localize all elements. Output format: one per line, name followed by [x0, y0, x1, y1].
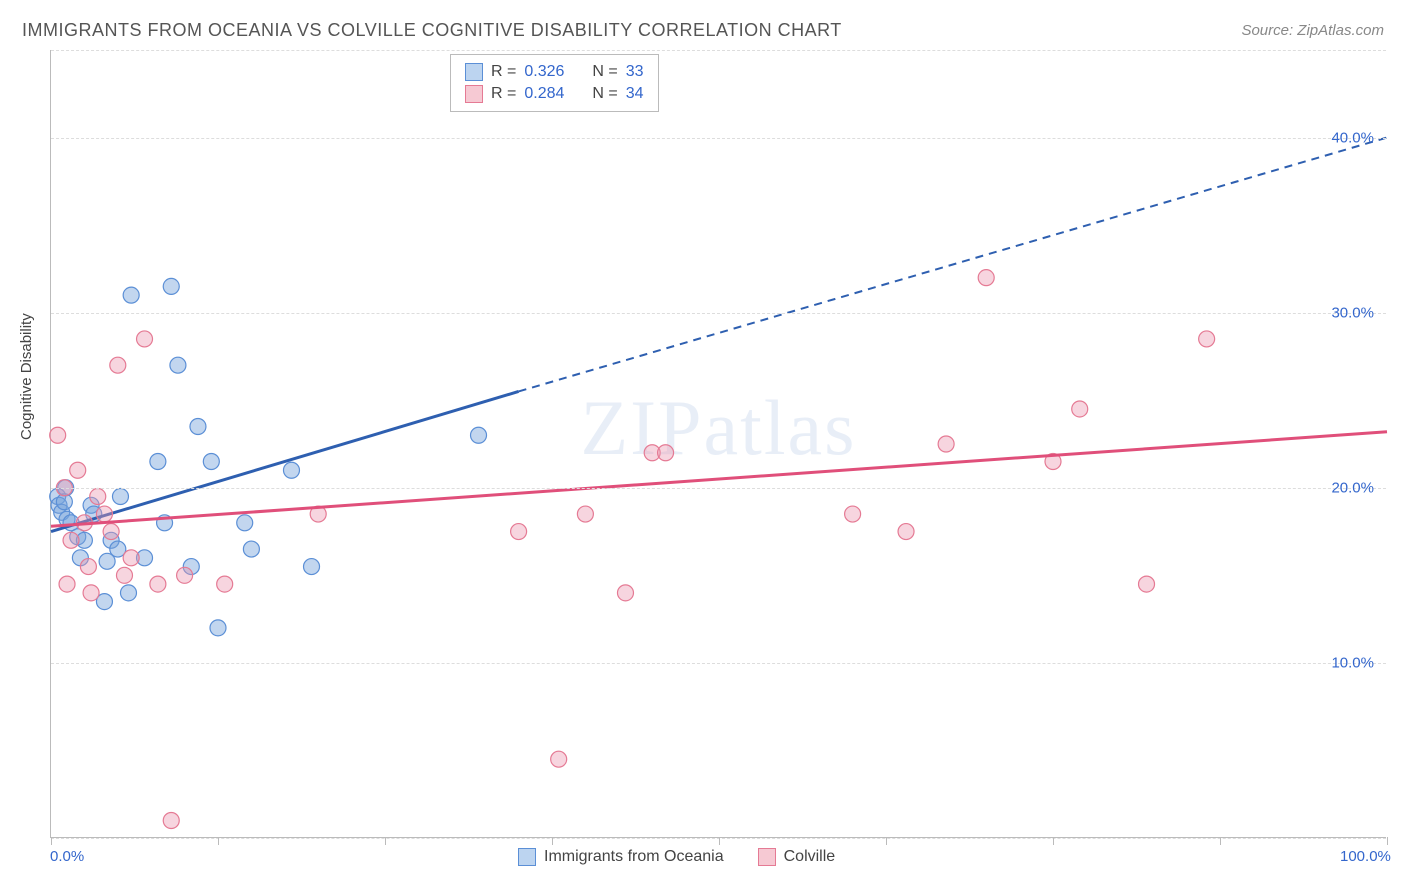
data-point — [217, 576, 233, 592]
legend-correlation-row: R = 0.284 N = 34 — [465, 83, 644, 105]
data-point — [190, 418, 206, 434]
data-point — [283, 462, 299, 478]
x-tick — [1053, 837, 1054, 845]
data-point — [116, 567, 132, 583]
x-tick — [218, 837, 219, 845]
data-point — [150, 576, 166, 592]
legend-n-label: N = — [592, 63, 617, 81]
legend-series-item: Colville — [758, 848, 836, 866]
chart-title: IMMIGRANTS FROM OCEANIA VS COLVILLE COGN… — [22, 20, 842, 41]
legend-r-value: 0.326 — [524, 63, 564, 81]
plot-area: ZIPatlas 10.0%20.0%30.0%40.0% — [50, 50, 1386, 838]
data-point — [150, 454, 166, 470]
data-point — [90, 489, 106, 505]
data-point — [658, 445, 674, 461]
legend-series: Immigrants from Oceania Colville — [518, 848, 835, 866]
legend-correlation: R = 0.326 N = 33 R = 0.284 N = 34 — [450, 54, 659, 112]
data-point — [123, 287, 139, 303]
trend-line-dashed — [519, 138, 1387, 392]
data-point — [978, 270, 994, 286]
gridline — [51, 50, 1386, 51]
legend-swatch — [465, 85, 483, 103]
data-point — [577, 506, 593, 522]
legend-r-value: 0.284 — [524, 85, 564, 103]
data-point — [845, 506, 861, 522]
data-point — [243, 541, 259, 557]
legend-n-value: 33 — [626, 63, 644, 81]
source-label: Source: ZipAtlas.com — [1241, 22, 1384, 39]
legend-swatch — [465, 63, 483, 81]
data-point — [50, 427, 66, 443]
data-point — [103, 524, 119, 540]
data-point — [551, 751, 567, 767]
data-point — [96, 506, 112, 522]
y-tick-label: 10.0% — [1331, 654, 1374, 671]
data-point — [170, 357, 186, 373]
data-point — [112, 489, 128, 505]
legend-n-value: 34 — [626, 85, 644, 103]
legend-n-label: N = — [592, 85, 617, 103]
data-point — [137, 331, 153, 347]
y-tick-label: 40.0% — [1331, 129, 1374, 146]
data-point — [83, 585, 99, 601]
data-point — [123, 550, 139, 566]
plot-svg — [51, 50, 1386, 837]
data-point — [163, 812, 179, 828]
data-point — [63, 532, 79, 548]
gridline — [51, 138, 1386, 139]
legend-swatch — [518, 848, 536, 866]
data-point — [1139, 576, 1155, 592]
gridline — [51, 663, 1386, 664]
data-point — [80, 559, 96, 575]
chart-container: IMMIGRANTS FROM OCEANIA VS COLVILLE COGN… — [0, 0, 1406, 892]
x-tick — [51, 837, 52, 845]
trend-line — [51, 432, 1387, 527]
legend-series-item: Immigrants from Oceania — [518, 848, 724, 866]
x-tick-label: 100.0% — [1340, 848, 1391, 865]
data-point — [177, 567, 193, 583]
data-point — [898, 524, 914, 540]
data-point — [617, 585, 633, 601]
data-point — [70, 462, 86, 478]
data-point — [110, 357, 126, 373]
y-axis-label: Cognitive Disability — [18, 313, 35, 440]
data-point — [120, 585, 136, 601]
data-point — [511, 524, 527, 540]
x-tick — [886, 837, 887, 845]
gridline — [51, 488, 1386, 489]
x-tick-label: 0.0% — [50, 848, 84, 865]
legend-swatch — [758, 848, 776, 866]
data-point — [1072, 401, 1088, 417]
data-point — [59, 576, 75, 592]
data-point — [163, 278, 179, 294]
data-point — [1199, 331, 1215, 347]
data-point — [237, 515, 253, 531]
y-tick-label: 30.0% — [1331, 304, 1374, 321]
x-tick — [385, 837, 386, 845]
data-point — [938, 436, 954, 452]
legend-series-label: Immigrants from Oceania — [544, 848, 724, 866]
legend-correlation-row: R = 0.326 N = 33 — [465, 61, 644, 83]
data-point — [210, 620, 226, 636]
x-tick — [1220, 837, 1221, 845]
data-point — [304, 559, 320, 575]
x-tick — [552, 837, 553, 845]
data-point — [203, 454, 219, 470]
y-tick-label: 20.0% — [1331, 479, 1374, 496]
legend-r-label: R = — [491, 63, 516, 81]
legend-series-label: Colville — [784, 848, 836, 866]
gridline — [51, 313, 1386, 314]
data-point — [471, 427, 487, 443]
x-tick — [719, 837, 720, 845]
legend-r-label: R = — [491, 85, 516, 103]
x-tick — [1387, 837, 1388, 845]
